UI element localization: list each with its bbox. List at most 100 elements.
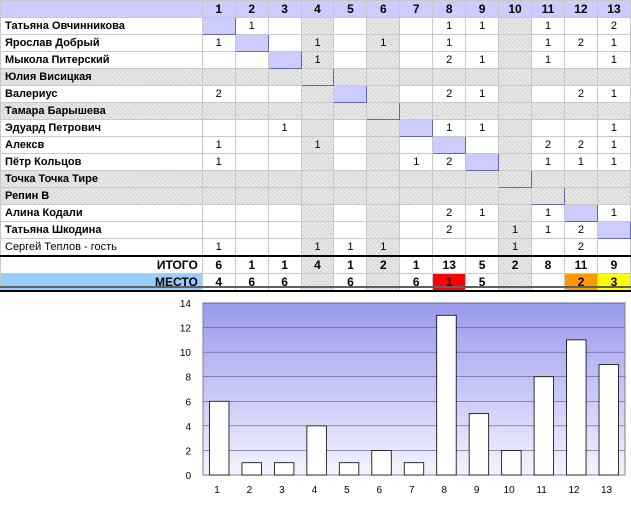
score-cell[interactable] bbox=[300, 68, 335, 86]
score-cell[interactable]: 1 bbox=[432, 34, 467, 52]
score-cell[interactable] bbox=[366, 68, 401, 86]
score-cell[interactable] bbox=[201, 187, 236, 205]
score-cell[interactable] bbox=[300, 187, 335, 205]
score-cell[interactable]: 1 bbox=[465, 17, 500, 35]
score-cell[interactable] bbox=[399, 204, 434, 222]
column-header-13[interactable]: 13 bbox=[596, 0, 631, 18]
score-cell[interactable]: 1 bbox=[465, 119, 500, 137]
total-cell[interactable]: 13 bbox=[432, 255, 467, 274]
score-cell[interactable] bbox=[596, 238, 631, 257]
score-cell[interactable]: 1 bbox=[300, 34, 335, 52]
score-cell[interactable] bbox=[267, 204, 302, 222]
score-cell[interactable] bbox=[465, 153, 500, 171]
score-cell[interactable] bbox=[300, 85, 335, 103]
score-cell[interactable] bbox=[333, 221, 368, 239]
score-cell[interactable] bbox=[399, 51, 434, 69]
score-cell[interactable] bbox=[234, 153, 269, 171]
score-cell[interactable] bbox=[563, 187, 598, 205]
bar-12[interactable] bbox=[566, 339, 587, 476]
bar-5[interactable] bbox=[338, 462, 360, 476]
place-cell[interactable] bbox=[366, 273, 401, 292]
score-cell[interactable]: 1 bbox=[596, 204, 631, 222]
bar-10[interactable] bbox=[501, 450, 522, 476]
score-cell[interactable] bbox=[531, 68, 565, 86]
bar-9[interactable] bbox=[468, 413, 490, 476]
score-cell[interactable] bbox=[267, 68, 302, 86]
score-cell[interactable] bbox=[498, 68, 533, 86]
score-cell[interactable] bbox=[432, 170, 467, 188]
score-cell[interactable] bbox=[366, 85, 401, 103]
score-cell[interactable] bbox=[333, 34, 368, 52]
score-cell[interactable]: 2 bbox=[563, 136, 598, 154]
score-cell[interactable] bbox=[399, 34, 434, 52]
score-cell[interactable] bbox=[201, 221, 236, 239]
total-cell[interactable]: 6 bbox=[201, 255, 236, 274]
score-cell[interactable] bbox=[498, 170, 533, 188]
score-cell[interactable] bbox=[201, 17, 236, 35]
score-cell[interactable]: 1 bbox=[596, 153, 631, 171]
score-cell[interactable]: 1 bbox=[300, 51, 335, 69]
total-cell[interactable]: 8 bbox=[531, 255, 565, 274]
score-cell[interactable] bbox=[366, 17, 401, 35]
column-header-6[interactable]: 6 bbox=[366, 0, 401, 18]
score-cell[interactable] bbox=[267, 85, 302, 103]
score-cell[interactable] bbox=[366, 187, 401, 205]
total-cell[interactable]: 11 bbox=[563, 255, 598, 274]
score-cell[interactable] bbox=[234, 221, 269, 239]
score-cell[interactable] bbox=[596, 68, 631, 86]
score-cell[interactable] bbox=[333, 153, 368, 171]
score-cell[interactable] bbox=[300, 221, 335, 239]
score-cell[interactable]: 1 bbox=[596, 119, 631, 137]
participant-name[interactable]: Юлия Висицкая bbox=[0, 68, 203, 86]
participant-name[interactable]: Мыкола Питерский bbox=[0, 51, 203, 69]
total-cell[interactable]: 1 bbox=[399, 255, 434, 274]
score-cell[interactable]: 1 bbox=[531, 204, 565, 222]
score-cell[interactable] bbox=[333, 187, 368, 205]
column-header-3[interactable]: 3 bbox=[267, 0, 302, 18]
score-cell[interactable] bbox=[465, 68, 500, 86]
score-cell[interactable]: 2 bbox=[563, 221, 598, 239]
score-cell[interactable] bbox=[399, 136, 434, 154]
score-cell[interactable] bbox=[596, 102, 631, 120]
score-cell[interactable] bbox=[333, 85, 368, 103]
total-cell[interactable]: 1 bbox=[333, 255, 368, 274]
score-cell[interactable] bbox=[432, 102, 467, 120]
score-cell[interactable]: 1 bbox=[234, 17, 269, 35]
score-cell[interactable] bbox=[234, 238, 269, 257]
score-cell[interactable]: 1 bbox=[432, 119, 467, 137]
participant-name[interactable]: Точка Точка Тире bbox=[0, 170, 203, 188]
score-cell[interactable]: 1 bbox=[366, 34, 401, 52]
score-cell[interactable] bbox=[498, 153, 533, 171]
score-cell[interactable] bbox=[267, 238, 302, 257]
score-cell[interactable] bbox=[563, 170, 598, 188]
score-cell[interactable] bbox=[201, 51, 236, 69]
place-cell[interactable] bbox=[300, 273, 335, 292]
bar-11[interactable] bbox=[533, 376, 554, 476]
participant-name[interactable]: Татьяна Шкодина bbox=[0, 221, 203, 239]
place-cell[interactable]: 3 bbox=[596, 273, 631, 292]
score-cell[interactable] bbox=[498, 119, 533, 137]
score-cell[interactable]: 1 bbox=[465, 85, 500, 103]
score-cell[interactable] bbox=[267, 51, 302, 69]
score-cell[interactable] bbox=[498, 17, 533, 35]
place-cell[interactable]: 1 bbox=[432, 273, 467, 292]
score-cell[interactable] bbox=[300, 102, 335, 120]
column-header-5[interactable]: 5 bbox=[333, 0, 368, 18]
participant-name[interactable]: Ярослав Добрый bbox=[0, 34, 203, 52]
score-cell[interactable] bbox=[563, 68, 598, 86]
participant-name[interactable]: Алина Кодали bbox=[0, 204, 203, 222]
bar-3[interactable] bbox=[274, 462, 295, 476]
score-cell[interactable] bbox=[366, 153, 401, 171]
score-cell[interactable]: 1 bbox=[531, 17, 565, 35]
score-cell[interactable] bbox=[267, 17, 302, 35]
score-cell[interactable] bbox=[531, 119, 565, 137]
score-cell[interactable]: 2 bbox=[432, 153, 467, 171]
column-header-2[interactable]: 2 bbox=[234, 0, 269, 18]
place-label[interactable]: МЕСТО bbox=[0, 273, 203, 292]
score-cell[interactable] bbox=[333, 170, 368, 188]
place-cell[interactable]: 6 bbox=[333, 273, 368, 292]
total-cell[interactable]: 1 bbox=[267, 255, 302, 274]
score-cell[interactable] bbox=[201, 68, 236, 86]
score-cell[interactable] bbox=[366, 102, 401, 120]
score-cell[interactable]: 1 bbox=[300, 136, 335, 154]
